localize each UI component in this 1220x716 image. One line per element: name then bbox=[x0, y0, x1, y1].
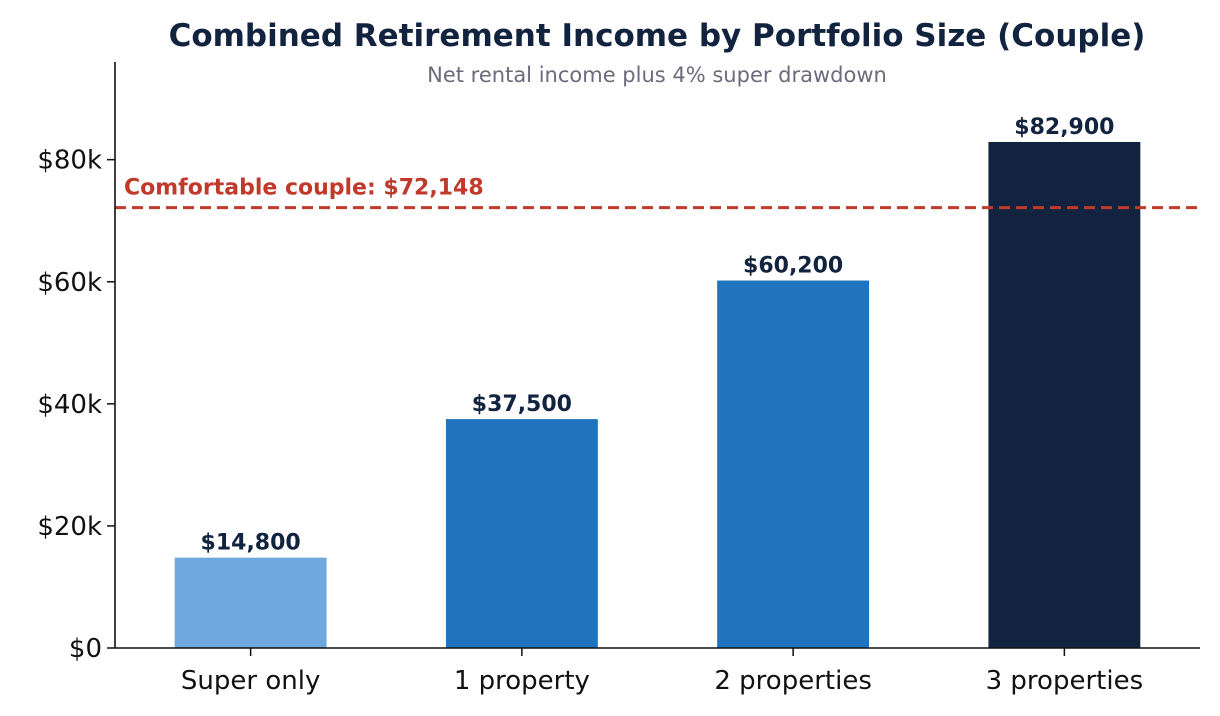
reference-line-group: Comfortable couple: $72,148 bbox=[115, 176, 1200, 210]
x-tick-label-2: 2 properties bbox=[714, 666, 872, 696]
value-labels-group: $14,800 $37,500 $60,200 $82,900 bbox=[201, 115, 1115, 556]
x-tick-label-1: 1 property bbox=[454, 666, 590, 696]
y-tick-label-3: $60k bbox=[37, 268, 102, 298]
x-tick-label-3: 3 properties bbox=[986, 666, 1144, 696]
y-tick-label-2: $40k bbox=[37, 390, 102, 420]
bar-3 bbox=[988, 141, 1141, 648]
chart-title: Combined Retirement Income by Portfolio … bbox=[169, 18, 1146, 54]
bars-group bbox=[174, 141, 1141, 648]
bar-0 bbox=[174, 557, 327, 648]
axes-group: Super only 1 property 2 properties 3 proper… bbox=[37, 62, 1200, 696]
y-tick-label-0: $0 bbox=[69, 634, 102, 664]
reference-line-label: Comfortable couple: $72,148 bbox=[124, 176, 484, 201]
value-label-0: $14,800 bbox=[201, 531, 301, 556]
chart-subtitle: Net rental income plus 4% super drawdown bbox=[427, 63, 887, 87]
bar-1 bbox=[445, 419, 598, 648]
value-label-1: $37,500 bbox=[472, 392, 572, 417]
bar-2 bbox=[717, 280, 870, 648]
y-tick-label-4: $80k bbox=[37, 146, 102, 176]
x-tick-label-0: Super only bbox=[181, 666, 320, 696]
value-label-2: $60,200 bbox=[743, 254, 843, 279]
value-label-3: $82,900 bbox=[1014, 115, 1114, 140]
y-tick-label-1: $20k bbox=[37, 512, 102, 542]
